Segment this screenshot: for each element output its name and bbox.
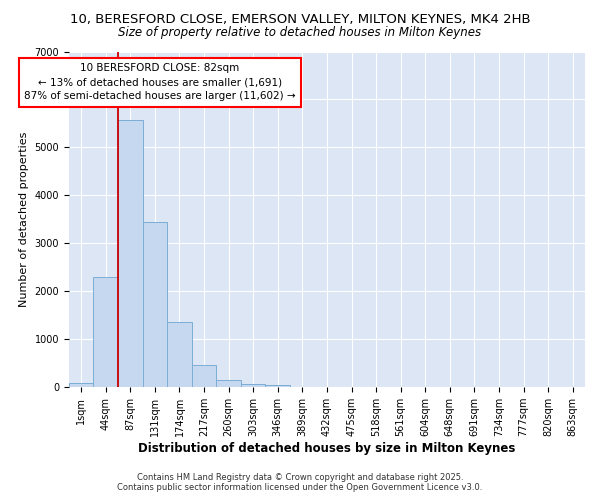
Bar <box>69 384 94 387</box>
Bar <box>192 364 217 387</box>
Text: Contains HM Land Registry data © Crown copyright and database right 2025.
Contai: Contains HM Land Registry data © Crown c… <box>118 473 482 492</box>
Bar <box>143 222 167 387</box>
Bar <box>118 120 143 387</box>
Bar <box>167 322 192 387</box>
Text: Size of property relative to detached houses in Milton Keynes: Size of property relative to detached ho… <box>118 26 482 39</box>
Bar <box>265 385 290 387</box>
Text: 10 BERESFORD CLOSE: 82sqm
← 13% of detached houses are smaller (1,691)
87% of se: 10 BERESFORD CLOSE: 82sqm ← 13% of detac… <box>24 64 296 102</box>
X-axis label: Distribution of detached houses by size in Milton Keynes: Distribution of detached houses by size … <box>138 442 515 455</box>
Y-axis label: Number of detached properties: Number of detached properties <box>19 132 29 307</box>
Bar <box>241 384 265 387</box>
Bar <box>217 380 241 387</box>
Text: 10, BERESFORD CLOSE, EMERSON VALLEY, MILTON KEYNES, MK4 2HB: 10, BERESFORD CLOSE, EMERSON VALLEY, MIL… <box>70 12 530 26</box>
Bar <box>94 277 118 387</box>
